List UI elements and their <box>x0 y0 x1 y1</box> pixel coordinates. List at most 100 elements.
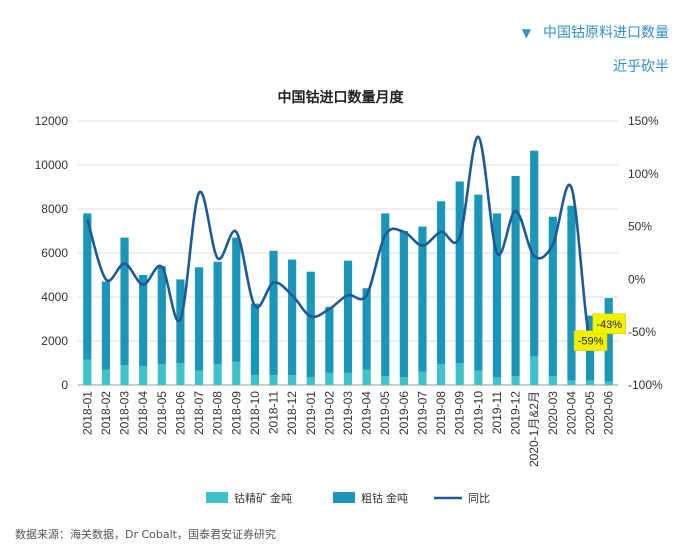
x-tick-label: 2018-12 <box>285 391 299 435</box>
y-left-tick-label: 2000 <box>41 334 68 348</box>
x-tick-label: 2018-11 <box>267 391 281 434</box>
bar-crude <box>213 261 222 365</box>
x-tick-label: 2019-11 <box>490 391 504 434</box>
header-subtitle-text: 中国钴原料进口数量 <box>543 25 669 41</box>
bar-ore <box>418 371 427 385</box>
bar-ore <box>399 377 408 385</box>
bar-ore <box>250 375 259 385</box>
bar-crude <box>399 231 408 378</box>
bar-crude <box>418 226 427 372</box>
y-left-tick-label: 12000 <box>35 114 69 128</box>
x-tick-label: 2019-01 <box>304 391 318 435</box>
bar-crude <box>232 237 241 362</box>
legend-swatch-crude <box>333 492 355 503</box>
bar-crude <box>362 288 371 370</box>
bar-crude <box>325 306 334 373</box>
x-tick-label: 2018-01 <box>80 391 94 435</box>
bar-crude <box>604 298 613 382</box>
y-right-tick-label: 100% <box>628 167 659 181</box>
y-right-tick-label: -100% <box>628 378 663 392</box>
triangle-down-icon: ▼ <box>521 26 531 40</box>
y-left-tick-label: 4000 <box>41 290 68 304</box>
y-left-tick-label: 0 <box>61 378 68 392</box>
x-tick-label: 2019-06 <box>397 391 411 435</box>
bar-crude <box>530 150 539 357</box>
x-tick-label: 2019-08 <box>434 391 448 435</box>
legend-label-crude: 粗钴 金吨 <box>361 491 408 505</box>
bar-ore <box>343 372 353 385</box>
x-tick-label: 2018-02 <box>99 391 113 435</box>
bar-crude <box>511 176 520 377</box>
bar-crude <box>437 201 446 365</box>
bar-ore <box>381 376 390 385</box>
bar-ore <box>139 366 148 385</box>
bar-ore <box>548 376 557 385</box>
bar-ore <box>325 372 334 385</box>
bar-crude <box>139 275 148 367</box>
bar-ore <box>530 356 539 385</box>
bar-crude <box>548 216 557 377</box>
bar-crude <box>120 237 129 366</box>
bar-ore <box>194 370 204 385</box>
bar-ore <box>176 363 185 385</box>
x-tick-label: 2018-05 <box>155 391 169 435</box>
bar-ore <box>306 377 315 385</box>
bar-ore <box>232 361 241 385</box>
x-tick-label: 2018-03 <box>118 391 132 435</box>
bar-crude <box>455 181 464 363</box>
y-right-tick-label: 50% <box>628 220 652 234</box>
bar-ore <box>585 380 595 385</box>
x-tick-label: 2019-10 <box>471 391 485 435</box>
data-label: -43% <box>596 319 622 331</box>
callout-box <box>592 313 626 335</box>
bar-crude <box>306 271 315 378</box>
bar-crude <box>567 205 576 381</box>
legend-label-yoy: 同比 <box>468 492 490 505</box>
x-tick-label: 2018-06 <box>173 391 187 435</box>
x-tick-label: 2019-07 <box>415 391 429 435</box>
bar-ore <box>362 369 371 385</box>
x-tick-label: 2019-03 <box>341 391 355 435</box>
bar-crude <box>83 213 92 360</box>
bar-ore <box>437 364 446 385</box>
bar-ore <box>567 380 576 385</box>
y-left-tick-label: 8000 <box>41 202 68 216</box>
x-tick-label: 2018-08 <box>211 391 225 435</box>
bar-ore <box>604 381 613 385</box>
x-tick-label: 2020-03 <box>546 391 560 435</box>
bar-crude <box>101 281 111 370</box>
header-subtitle: ▼ 中国钴原料进口数量 <box>522 22 669 42</box>
bar-crude <box>381 213 390 377</box>
bar-ore <box>492 377 502 385</box>
bar-crude <box>269 250 278 376</box>
bar-ore <box>101 369 111 385</box>
y-left-tick-label: 10000 <box>35 158 69 172</box>
bar-ore <box>213 364 222 385</box>
x-tick-label: 2018-10 <box>248 391 262 435</box>
y-left-tick-label: 6000 <box>41 246 68 260</box>
x-tick-label: 2018-04 <box>136 391 150 435</box>
bar-crude <box>343 260 353 373</box>
bar-crude <box>492 213 502 378</box>
bar-ore <box>120 365 129 385</box>
bar-ore <box>455 363 464 385</box>
source-note: 数据来源：海关数据，Dr Cobalt，国泰君安证券研究 <box>15 528 276 541</box>
bar-ore <box>511 376 520 385</box>
bar-ore <box>157 364 166 385</box>
bar-ore <box>288 375 297 385</box>
x-tick-label: 2020-05 <box>583 391 597 435</box>
x-tick-label: 2018-09 <box>229 391 243 435</box>
y-right-tick-label: 0% <box>628 272 646 286</box>
x-tick-label: 2018-07 <box>192 391 206 435</box>
x-tick-label: 2020-04 <box>564 391 578 435</box>
x-tick-label: 2019-05 <box>378 391 392 435</box>
callout-box <box>573 330 608 351</box>
bar-ore <box>269 375 278 385</box>
bar-crude <box>194 267 204 371</box>
bar-crude <box>157 266 166 365</box>
bar-crude <box>474 194 483 371</box>
legend-label-ore: 钴精矿 金吨 <box>234 491 292 505</box>
y-right-tick-label: -50% <box>628 325 656 339</box>
data-label: -59% <box>578 336 604 348</box>
